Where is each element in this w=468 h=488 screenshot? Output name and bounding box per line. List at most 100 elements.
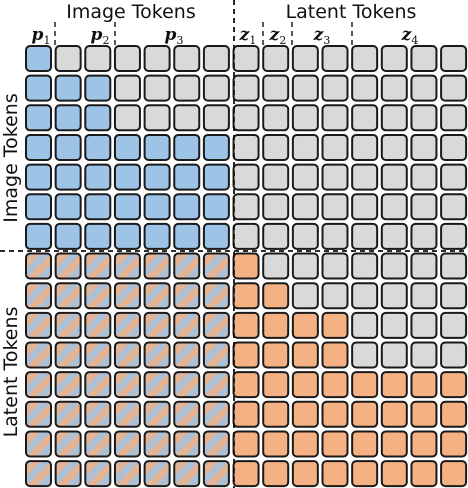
masked-token-cell xyxy=(380,193,408,221)
image-token-cell xyxy=(173,133,201,161)
mixed-token-cell xyxy=(202,371,230,399)
latent-token-cell xyxy=(262,371,290,399)
latent-token-cell xyxy=(262,311,290,339)
masked-token-cell xyxy=(440,341,468,369)
latent-token-cell xyxy=(232,460,260,488)
masked-token-cell xyxy=(440,311,468,339)
image-token-cell xyxy=(173,193,201,221)
token-group-label: p2 xyxy=(91,25,110,47)
mixed-token-cell xyxy=(202,430,230,458)
mixed-token-cell xyxy=(54,252,82,280)
mixed-token-cell xyxy=(173,252,201,280)
mixed-token-cell xyxy=(25,371,52,399)
mixed-token-cell xyxy=(113,460,141,488)
latent-token-cell xyxy=(351,460,379,488)
latent-token-cell xyxy=(232,311,260,339)
image-token-cell xyxy=(173,163,201,191)
image-token-cell xyxy=(54,104,82,132)
masked-token-cell xyxy=(351,133,379,161)
latent-token-cell xyxy=(380,371,408,399)
masked-token-cell xyxy=(113,74,141,102)
masked-token-cell xyxy=(351,74,379,102)
masked-token-cell xyxy=(291,252,319,280)
masked-token-cell xyxy=(291,45,319,72)
mixed-token-cell xyxy=(173,371,201,399)
masked-token-cell xyxy=(113,45,141,72)
masked-token-cell xyxy=(291,222,319,250)
mixed-token-cell xyxy=(113,341,141,369)
masked-token-cell xyxy=(202,45,230,72)
latent-token-cell xyxy=(440,400,468,428)
mixed-token-cell xyxy=(143,252,171,280)
image-token-cell xyxy=(25,193,52,221)
masked-token-cell xyxy=(351,193,379,221)
latent-token-cell xyxy=(262,282,290,310)
image-token-cell xyxy=(143,193,171,221)
masked-token-cell xyxy=(380,252,408,280)
masked-token-cell xyxy=(232,104,260,132)
latent-token-cell xyxy=(291,371,319,399)
mixed-token-cell xyxy=(202,341,230,369)
masked-token-cell xyxy=(173,74,201,102)
mixed-token-cell xyxy=(25,341,52,369)
token-group-label: p1 xyxy=(32,25,51,47)
latent-tokens-side-label: Latent Tokens xyxy=(0,307,22,438)
image-token-cell xyxy=(25,45,52,72)
masked-token-cell xyxy=(113,104,141,132)
attention-grid xyxy=(25,45,468,488)
masked-token-cell xyxy=(232,163,260,191)
masked-token-cell xyxy=(232,45,260,72)
latent-token-cell xyxy=(410,460,438,488)
mixed-token-cell xyxy=(202,252,230,280)
masked-token-cell xyxy=(410,222,438,250)
masked-token-cell xyxy=(291,133,319,161)
image-token-cell xyxy=(143,133,171,161)
masked-token-cell xyxy=(232,133,260,161)
image-token-cell xyxy=(84,133,112,161)
image-token-cell xyxy=(54,193,82,221)
mixed-token-cell xyxy=(113,400,141,428)
image-tokens-header: Image Tokens xyxy=(66,1,196,23)
masked-token-cell xyxy=(410,45,438,72)
mixed-token-cell xyxy=(25,282,52,310)
mixed-token-cell xyxy=(143,311,171,339)
mixed-token-cell xyxy=(173,460,201,488)
mixed-token-cell xyxy=(54,371,82,399)
mixed-token-cell xyxy=(25,430,52,458)
mixed-token-cell xyxy=(173,341,201,369)
masked-token-cell xyxy=(202,74,230,102)
image-token-cell xyxy=(54,222,82,250)
mixed-token-cell xyxy=(113,282,141,310)
masked-token-cell xyxy=(440,133,468,161)
masked-token-cell xyxy=(351,252,379,280)
masked-token-cell xyxy=(380,133,408,161)
image-token-cell xyxy=(143,222,171,250)
image-token-cell xyxy=(84,163,112,191)
mixed-token-cell xyxy=(143,371,171,399)
latent-token-cell xyxy=(262,460,290,488)
masked-token-cell xyxy=(262,252,290,280)
image-token-cell xyxy=(25,74,52,102)
image-token-cell xyxy=(173,222,201,250)
masked-token-cell xyxy=(173,45,201,72)
mixed-token-cell xyxy=(143,400,171,428)
masked-token-cell xyxy=(262,222,290,250)
masked-token-cell xyxy=(321,74,349,102)
latent-token-cell xyxy=(232,430,260,458)
image-token-cell xyxy=(54,74,82,102)
masked-token-cell xyxy=(410,282,438,310)
image-token-cell xyxy=(202,222,230,250)
masked-token-cell xyxy=(321,282,349,310)
masked-token-cell xyxy=(351,311,379,339)
mixed-token-cell xyxy=(25,252,52,280)
latent-token-cell xyxy=(262,400,290,428)
masked-token-cell xyxy=(291,282,319,310)
latent-token-cell xyxy=(232,371,260,399)
masked-token-cell xyxy=(380,163,408,191)
masked-token-cell xyxy=(440,193,468,221)
image-token-cell xyxy=(84,104,112,132)
latent-token-cell xyxy=(410,400,438,428)
masked-token-cell xyxy=(410,252,438,280)
latent-token-cell xyxy=(321,311,349,339)
